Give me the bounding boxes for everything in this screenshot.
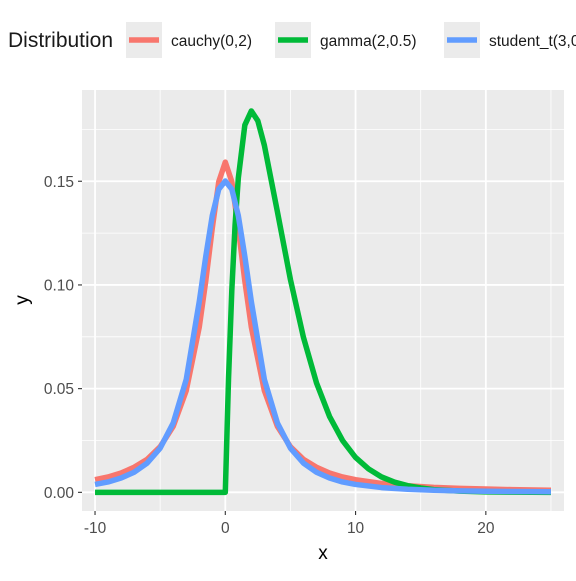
y-tick-label: 0.05 [44, 381, 74, 398]
legend: Distribution cauchy(0,2) gamma(2,0.5) stud… [8, 22, 576, 58]
legend-items: cauchy(0,2) gamma(2,0.5) student_t(3,0,2) [126, 22, 576, 58]
y-tick-label: 0.10 [44, 277, 75, 294]
series-layer [94, 108, 552, 496]
plot-panel [82, 90, 564, 511]
x-tick-label: 10 [347, 520, 365, 537]
x-axis: -10 0 10 20 [84, 511, 495, 537]
legend-label-2: student_t(3,0,2) [489, 33, 576, 50]
x-tick-label: 0 [221, 520, 230, 537]
x-axis-label: x [318, 543, 328, 564]
x-tick-label: 20 [477, 520, 495, 537]
y-axis-label: y [12, 295, 33, 305]
y-axis: 0.00 0.05 0.10 0.15 [44, 174, 82, 502]
legend-label-1: gamma(2,0.5) [320, 33, 416, 50]
grid [82, 90, 564, 511]
legend-label-0: cauchy(0,2) [171, 33, 252, 50]
y-tick-label: 0.15 [44, 174, 74, 191]
legend-title: Distribution [8, 29, 113, 52]
series-line-2 [94, 178, 551, 495]
x-tick-label: -10 [84, 520, 107, 537]
y-tick-label: 0.00 [44, 485, 75, 502]
